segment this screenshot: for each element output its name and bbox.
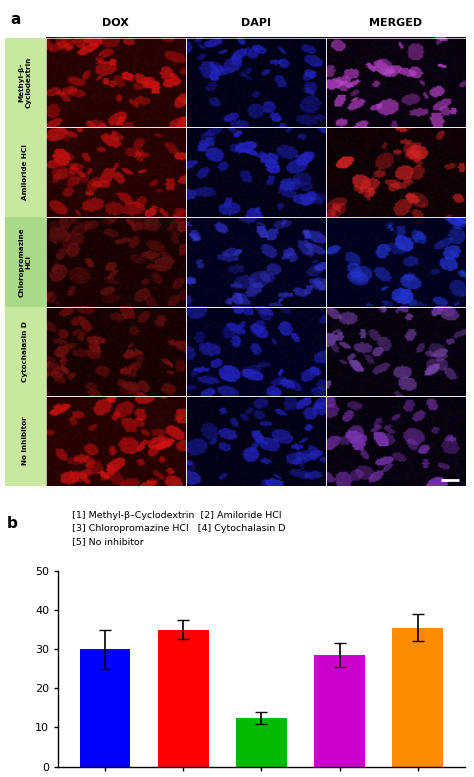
Bar (5, 37, 46, 127)
Text: [1] Methyl-β–Cyclodextrin  [2] Amiloride HCl
[3] Chloropromazine HCl   [4] Cytoc: [1] Methyl-β–Cyclodextrin [2] Amiloride … (72, 510, 286, 546)
Bar (5, 307, 46, 396)
Text: Amiloride HCl: Amiloride HCl (22, 145, 28, 200)
Bar (46, 37, 186, 127)
Bar (326, 37, 465, 127)
Text: DAPI: DAPI (241, 18, 271, 28)
Bar (46, 127, 186, 217)
Bar (326, 396, 465, 486)
Text: b: b (7, 516, 18, 531)
Bar (186, 217, 326, 307)
Bar (326, 127, 465, 217)
Bar (46, 396, 186, 486)
Text: Cytochalasin D: Cytochalasin D (22, 321, 28, 382)
Bar (5, 217, 46, 307)
Bar (326, 217, 465, 307)
Bar (186, 307, 326, 396)
Bar (326, 307, 465, 396)
Bar (186, 127, 326, 217)
Text: No inhibitor: No inhibitor (22, 416, 28, 465)
Bar (5, 396, 46, 486)
Bar (186, 37, 326, 127)
Text: Methyl-β-
Cyclodextrin: Methyl-β- Cyclodextrin (18, 57, 32, 108)
Text: a: a (10, 12, 21, 26)
Bar (46, 307, 186, 396)
Bar (5, 127, 46, 217)
Text: Chloropromazine
HCl: Chloropromazine HCl (18, 227, 32, 297)
Text: MERGED: MERGED (369, 18, 422, 28)
Bar (46, 217, 186, 307)
Text: DOX: DOX (102, 18, 129, 28)
Bar (186, 396, 326, 486)
